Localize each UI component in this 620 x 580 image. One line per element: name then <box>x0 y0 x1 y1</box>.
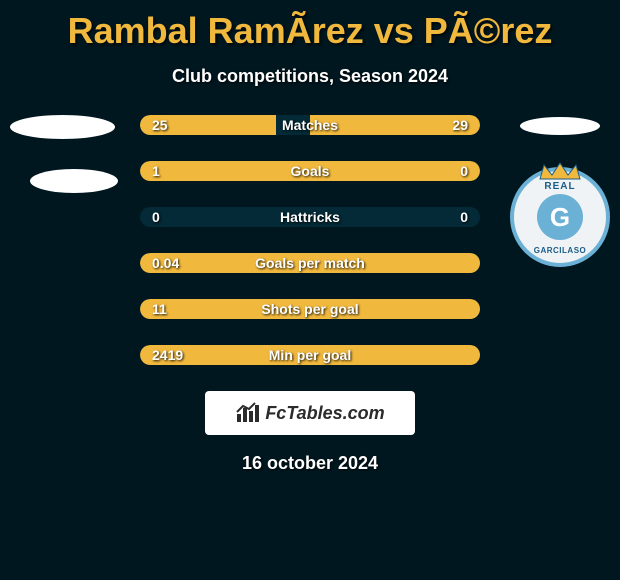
brand-chart-icon <box>235 402 261 424</box>
left-team-badge <box>10 115 130 195</box>
page-title: Rambal RamÃ­rez vs PÃ©rez <box>0 0 620 52</box>
stat-label: Min per goal <box>269 347 351 363</box>
subtitle: Club competitions, Season 2024 <box>0 66 620 87</box>
right-team-badge: REAL G GARCILASO <box>500 115 610 275</box>
stat-value-left: 0 <box>152 209 160 225</box>
stat-label: Goals per match <box>255 255 365 271</box>
stat-label: Hattricks <box>280 209 340 225</box>
stats-rows: Matches 25 29 Goals 1 0 Hattricks 0 0 Goals per m… <box>140 115 480 365</box>
stat-row: Matches 25 29 <box>140 115 480 135</box>
stat-row: Min per goal 2419 <box>140 345 480 365</box>
team-placeholder-oval <box>520 117 600 135</box>
stat-row: Shots per goal 11 <box>140 299 480 319</box>
stat-value-left: 0.04 <box>152 255 179 271</box>
crest-top-text: REAL <box>544 181 575 192</box>
stat-label: Matches <box>282 117 338 133</box>
team-crest: REAL G GARCILASO <box>510 167 610 267</box>
stat-label: Shots per goal <box>261 301 358 317</box>
team-placeholder-oval <box>30 169 118 193</box>
date-text: 16 october 2024 <box>0 453 620 474</box>
stat-value-left: 25 <box>152 117 168 133</box>
stat-value-left: 1 <box>152 163 160 179</box>
brand-box: FcTables.com <box>205 391 415 435</box>
bar-fill-left <box>140 161 395 181</box>
stat-value-right: 29 <box>452 117 468 133</box>
stat-value-right: 0 <box>460 163 468 179</box>
stat-row: Goals 1 0 <box>140 161 480 181</box>
stats-section: REALGGARCILASO Matches2529Goals10Hattric… <box>0 115 620 365</box>
stat-value-right: 0 <box>460 209 468 225</box>
stat-label: Goals <box>291 163 330 179</box>
brand-text: FcTables.com <box>265 403 384 424</box>
stat-row: Goals per match 0.04 <box>140 253 480 273</box>
stat-value-left: 11 <box>152 301 167 317</box>
stat-row: Hattricks 0 0 <box>140 207 480 227</box>
crest-letter: G <box>537 194 583 240</box>
team-placeholder-oval <box>10 115 115 139</box>
crest-bottom-text: GARCILASO <box>534 246 587 255</box>
stat-value-left: 2419 <box>152 347 183 363</box>
